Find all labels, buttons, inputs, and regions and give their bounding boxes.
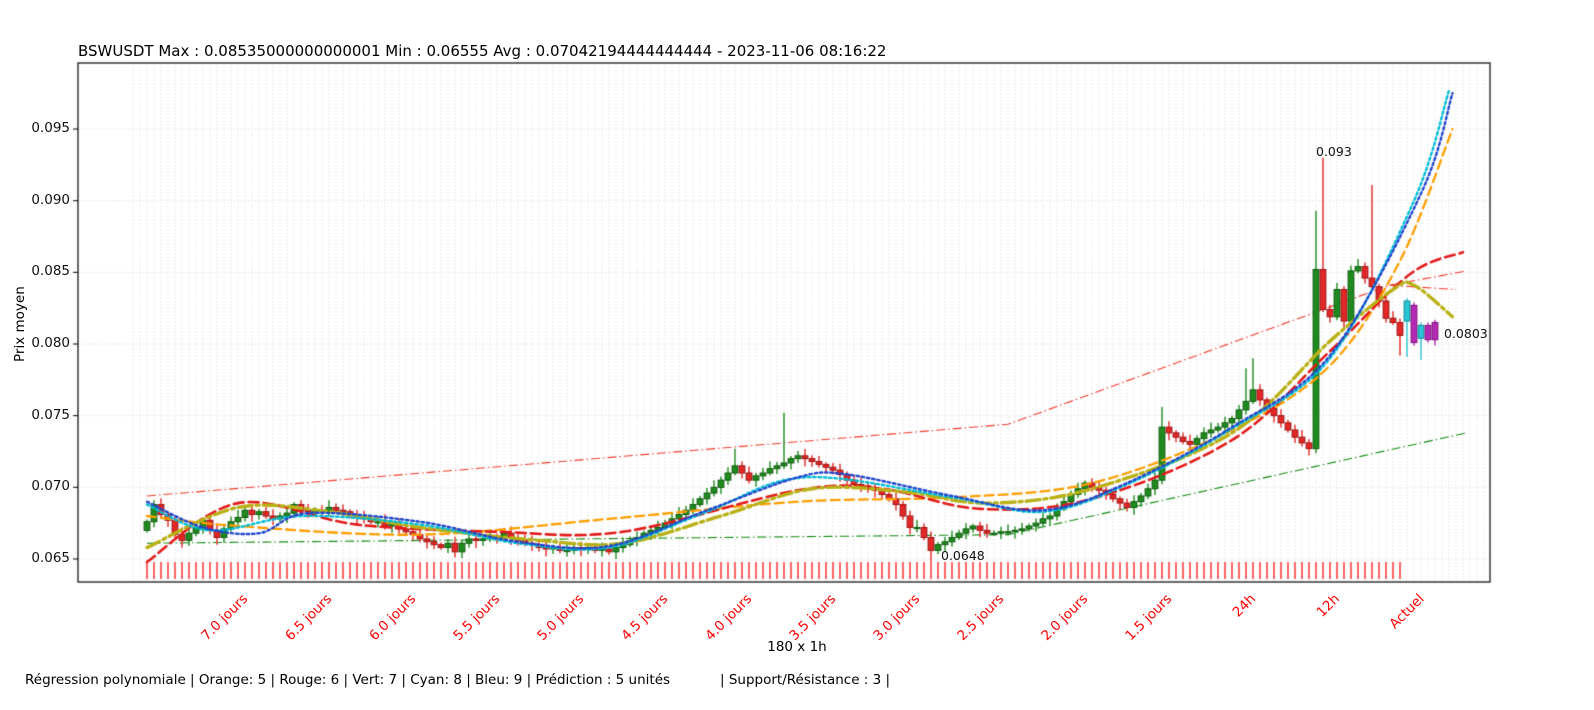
footer-regression-info: Régression polynomiale | Orange: 5 | Rou… (25, 672, 671, 688)
chart-title: BSWUSDT Max : 0.08535000000000001 Min : … (78, 42, 887, 60)
y-tick-label-0.085: 0.085 (31, 263, 70, 280)
y-tick-label-0.070: 0.070 (31, 478, 70, 495)
y-tick-label-0.075: 0.075 (31, 406, 70, 423)
y-tick-label-0.080: 0.080 (31, 335, 70, 351)
y-tick-label-0.065: 0.065 (31, 550, 70, 566)
annotation-low-0.0648: 0.0648 (941, 547, 985, 563)
annotation-prediction-0.0803: 0.0803 (1444, 325, 1488, 341)
x-axis-label: 180 x 1h (767, 639, 827, 655)
annotation-high-0.093: 0.093 (1316, 143, 1352, 159)
footer-support-resistance-info: | Support/Résistance : 3 | (720, 672, 891, 688)
y-tick-label-0.090: 0.090 (31, 191, 70, 208)
y-tick-label-0.095: 0.095 (31, 120, 70, 136)
